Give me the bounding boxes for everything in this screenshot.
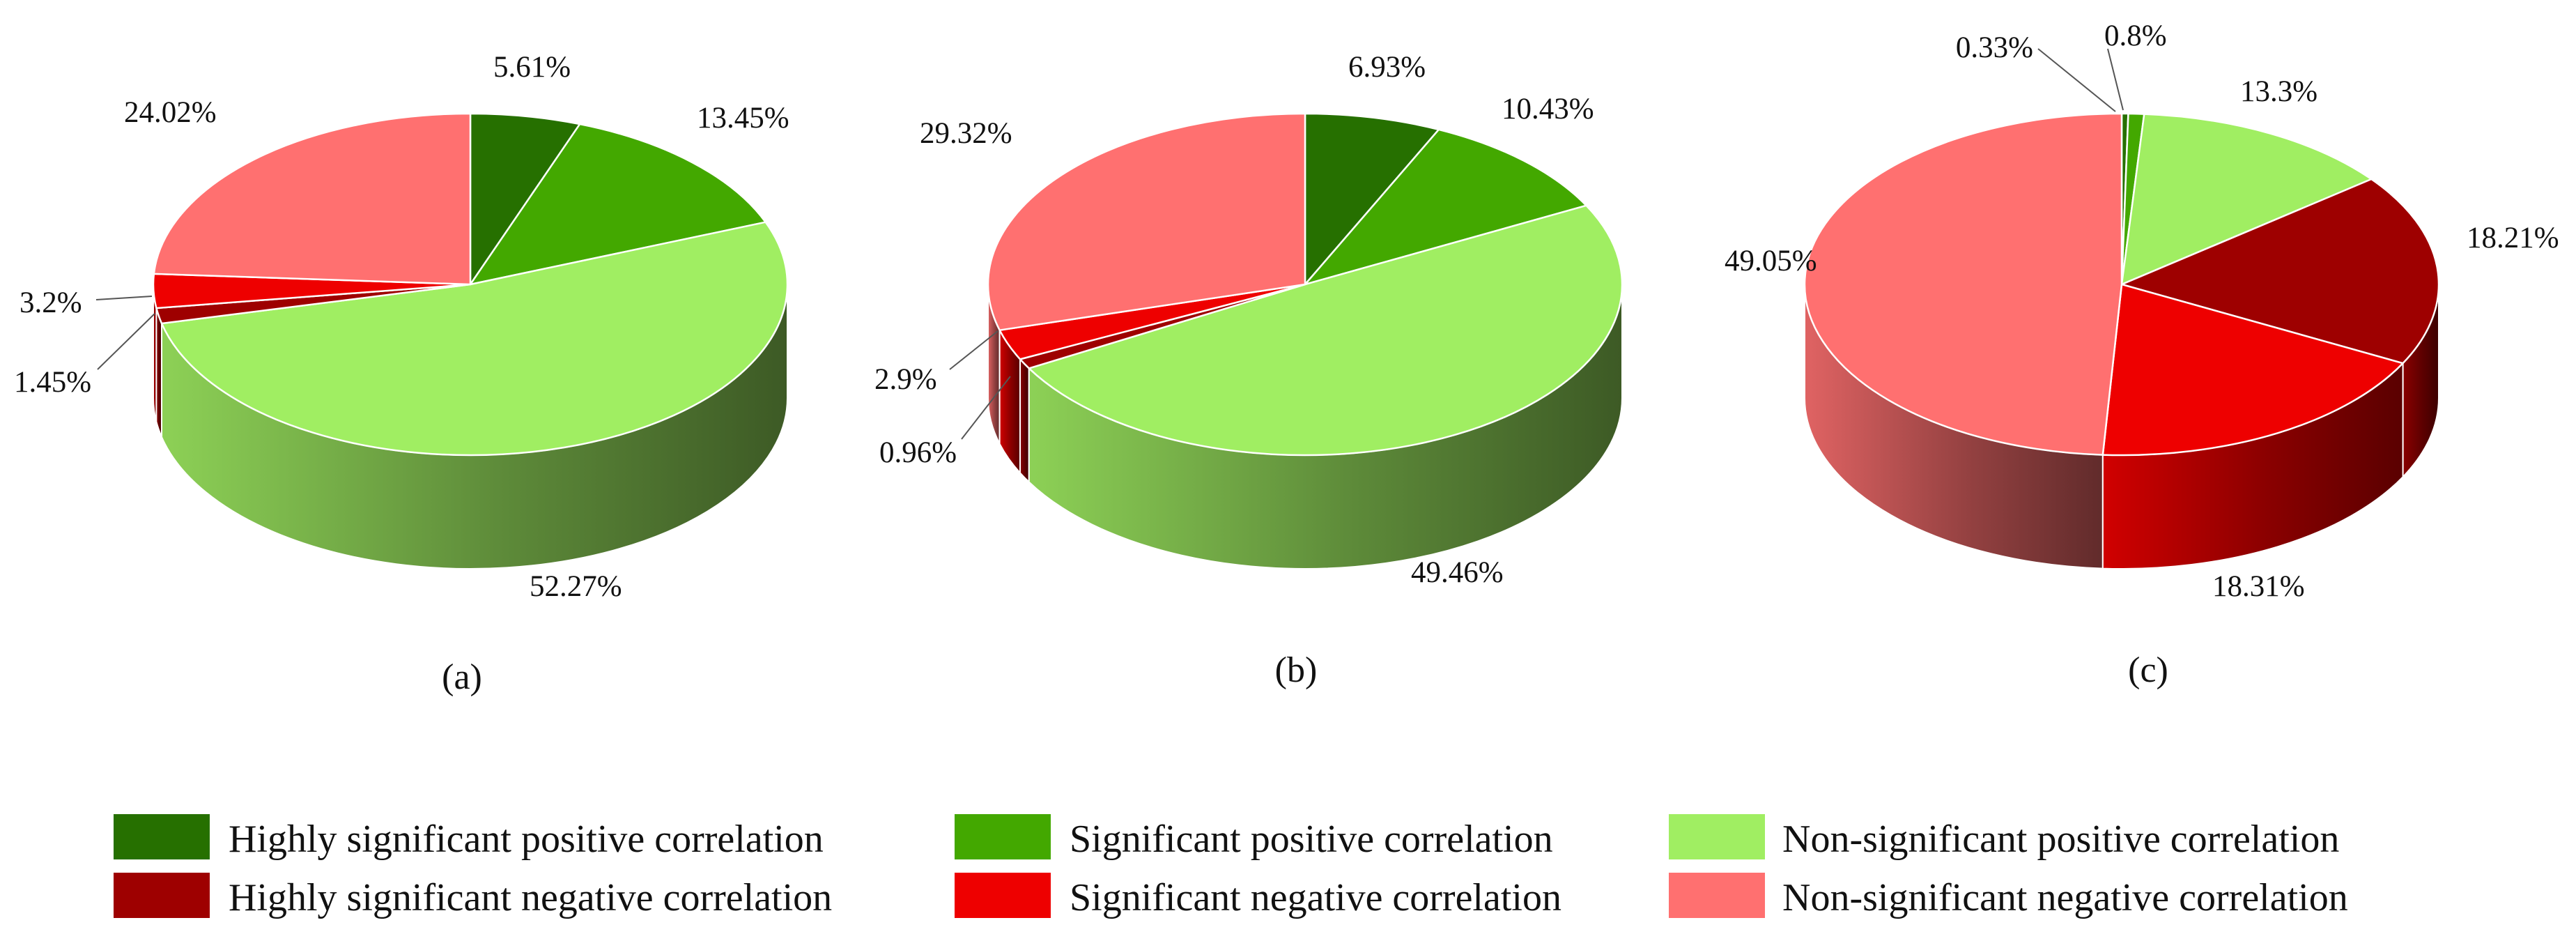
- pie-a-leader-4: [95, 296, 153, 300]
- pie-c-leader-0: [2037, 48, 2116, 112]
- pie-c-slice-4: [2101, 283, 2404, 457]
- pie-c-label-3: 18.21%: [2467, 222, 2559, 254]
- pie-b-slice-2: [1028, 204, 1624, 457]
- pie-c-slice-5: [1803, 112, 2123, 456]
- pie-c-caption: (c): [2128, 650, 2168, 690]
- pie-b-slice-5: [987, 112, 1306, 331]
- pie-b-caption: (b): [1275, 650, 1318, 690]
- pie-a-slice-2: [160, 221, 789, 457]
- pie-a-label-0: 5.61%: [493, 51, 571, 84]
- legend-label-1: Significant positive correlation: [1070, 818, 1553, 861]
- legend-label-5: Non-significant negative correlation: [1782, 876, 2348, 919]
- pie-a-leader-3: [97, 313, 155, 370]
- pie-b-label-1: 10.43%: [1502, 93, 1594, 125]
- legend-label-0: Highly significant positive correlation: [229, 818, 824, 861]
- legend: Highly significant positive correlation …: [114, 814, 2348, 919]
- pie-a-slice-5: [153, 112, 472, 286]
- legend-label-3: Highly significant negative correlation: [229, 876, 832, 919]
- pie-a-caption: (a): [442, 657, 482, 697]
- pie-a-slice-0: [469, 112, 581, 286]
- legend-swatch-0: [114, 814, 210, 859]
- pie-c-label-0: 0.33%: [1956, 31, 2033, 64]
- legend-swatch-3: [114, 873, 210, 918]
- pie-a-label-1: 13.45%: [697, 102, 789, 135]
- pie-c-label-2: 13.3%: [2240, 75, 2317, 108]
- pie-b-slice-1: [1304, 128, 1587, 286]
- pie-chart-a: [152, 112, 789, 569]
- pie-b-label-0: 6.93%: [1348, 51, 1426, 84]
- pie-a-label-5: 24.02%: [124, 96, 217, 129]
- pie-c-label-1: 0.8%: [2104, 20, 2167, 52]
- pie-a-label-4: 3.2%: [20, 286, 82, 319]
- legend-swatch-1: [955, 814, 1051, 859]
- pie-b-label-4: 2.9%: [874, 363, 937, 396]
- legend-label-4: Significant negative correlation: [1070, 876, 1561, 919]
- pie-b-label-5: 29.32%: [920, 117, 1012, 150]
- legend-swatch-4: [955, 873, 1051, 918]
- pie-a-side-3: [155, 307, 163, 438]
- pie-a-slice-1: [469, 123, 766, 286]
- pie-b-leader-3: [961, 376, 1011, 440]
- pie-c-slice-2: [2120, 113, 2373, 286]
- pie-b-label-3: 0.96%: [879, 436, 957, 469]
- pie-c-slice-3: [2120, 178, 2440, 365]
- pie-chart-b: [987, 112, 1624, 569]
- pie-c-label-5: 49.05%: [1725, 245, 1817, 277]
- legend-swatch-5: [1669, 873, 1765, 918]
- pie-c-leader-1: [2107, 48, 2124, 111]
- pie-b-side-3: [1019, 357, 1030, 484]
- pie-b-leader-4: [949, 330, 998, 370]
- pie-a-label-2: 52.27%: [530, 570, 622, 603]
- pie-b-slice-0: [1304, 112, 1440, 286]
- legend-label-2: Non-significant positive correlation: [1782, 818, 2339, 861]
- legend-swatch-2: [1669, 814, 1765, 859]
- pie-c-label-4: 18.31%: [2212, 570, 2305, 603]
- pie-a-label-3: 1.45%: [14, 366, 91, 399]
- pie-b-label-2: 49.46%: [1411, 556, 1504, 589]
- pie-chart-c: [1803, 112, 2440, 569]
